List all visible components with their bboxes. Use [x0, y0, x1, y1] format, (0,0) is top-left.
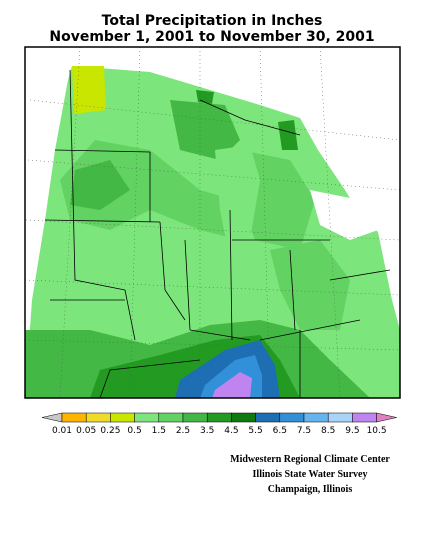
legend-label: 0.25 [100, 426, 120, 436]
legend-label: 10.5 [367, 426, 387, 436]
legend: 0.01 0.05 0.25 0.5 1.5 2.5 3.5 4.5 5.5 6.5 7.5 8.5 9… [41, 412, 397, 436]
legend-label: 7.5 [297, 426, 311, 436]
map [24, 46, 401, 399]
legend-label: 5.5 [248, 426, 262, 436]
legend-high-arrow [376, 412, 397, 423]
legend-label: 2.5 [176, 426, 190, 436]
legend-swatch [182, 412, 208, 423]
legend-label: 0.5 [127, 426, 141, 436]
legend-label: 3.5 [200, 426, 214, 436]
legend-label: 6.5 [273, 426, 287, 436]
legend-swatch [255, 412, 281, 423]
credit-line: Midwestern Regional Climate Center [230, 454, 390, 465]
title-line-2: November 1, 2001 to November 30, 2001 [49, 29, 374, 45]
legend-label: 9.5 [345, 426, 359, 436]
legend-swatch [134, 412, 160, 423]
legend-swatch [231, 412, 256, 423]
credit-line: Champaign, Illinois [268, 484, 353, 495]
legend-swatch [352, 412, 377, 423]
legend-swatch [303, 412, 329, 423]
legend-swatch [206, 412, 232, 423]
legend-swatch [85, 412, 111, 423]
legend-label: 4.5 [224, 426, 238, 436]
legend-low-arrow [41, 412, 63, 423]
credit-line: Illinois State Water Survey [253, 469, 368, 480]
legend-swatch [110, 412, 135, 423]
legend-swatch [158, 412, 184, 423]
legend-swatch [279, 412, 305, 423]
legend-swatch [61, 412, 87, 423]
legend-label: 1.5 [152, 426, 166, 436]
title-line-1: Total Precipitation in Inches [102, 13, 323, 29]
legend-swatch [327, 412, 353, 423]
legend-label: 0.01 [52, 426, 72, 436]
legend-label: 8.5 [321, 426, 335, 436]
legend-label: 0.05 [76, 426, 96, 436]
